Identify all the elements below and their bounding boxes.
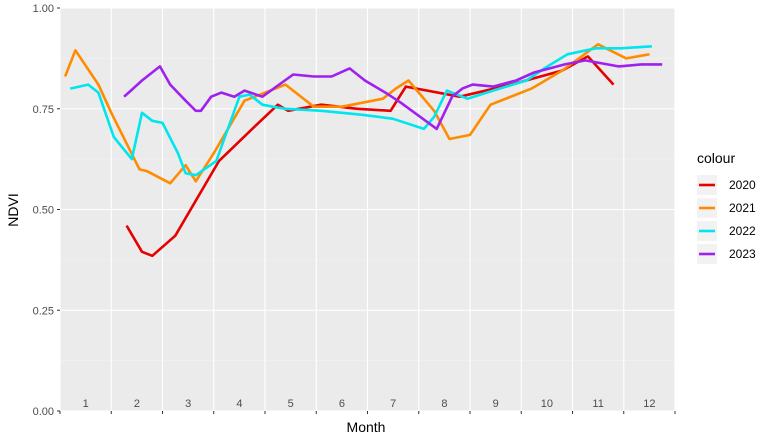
month-label: 8 xyxy=(441,398,447,410)
month-label: 10 xyxy=(541,398,553,410)
legend-title: colour xyxy=(697,150,735,166)
legend: colour 2020 2021 2022 2023 xyxy=(697,150,756,264)
month-label: 6 xyxy=(339,398,345,410)
y-tick-label: 0.25 xyxy=(33,305,54,317)
legend-item-2023: 2023 xyxy=(697,244,756,264)
legend-label: 2023 xyxy=(729,247,756,261)
y-tick-label: 0.00 xyxy=(33,406,54,418)
month-label: 3 xyxy=(185,398,191,410)
y-tick-label: 0.50 xyxy=(33,205,54,217)
x-axis-title: Month xyxy=(347,419,386,435)
legend-items: 2020 2021 2022 2023 xyxy=(697,175,756,264)
series-layer xyxy=(63,42,663,258)
legend-label: 2020 xyxy=(729,178,756,192)
month-label: 2 xyxy=(134,398,140,410)
series-line-2023 xyxy=(123,59,663,131)
axis-layer: 0.000.250.500.751.001 2 3 4 5 6 7 8 9 10 11 12 xyxy=(33,3,676,418)
series-line-2021 xyxy=(63,42,650,185)
series-line-2022 xyxy=(70,45,652,177)
y-tick-label: 0.75 xyxy=(33,104,54,116)
legend-label: 2022 xyxy=(729,224,756,238)
legend-item-2021: 2021 xyxy=(697,198,756,218)
month-label: 5 xyxy=(288,398,294,410)
month-label: 1 xyxy=(83,398,89,410)
legend-label: 2021 xyxy=(729,201,756,215)
legend-item-2020: 2020 xyxy=(697,175,756,195)
legend-item-2022: 2022 xyxy=(697,221,756,241)
month-label: 11 xyxy=(592,398,603,410)
month-label: 12 xyxy=(643,398,655,410)
month-label: 7 xyxy=(390,398,396,410)
y-tick-label: 1.00 xyxy=(33,3,54,15)
month-label: 4 xyxy=(236,398,242,410)
month-label: 9 xyxy=(493,398,499,410)
y-axis-title: NDVI xyxy=(5,193,21,226)
